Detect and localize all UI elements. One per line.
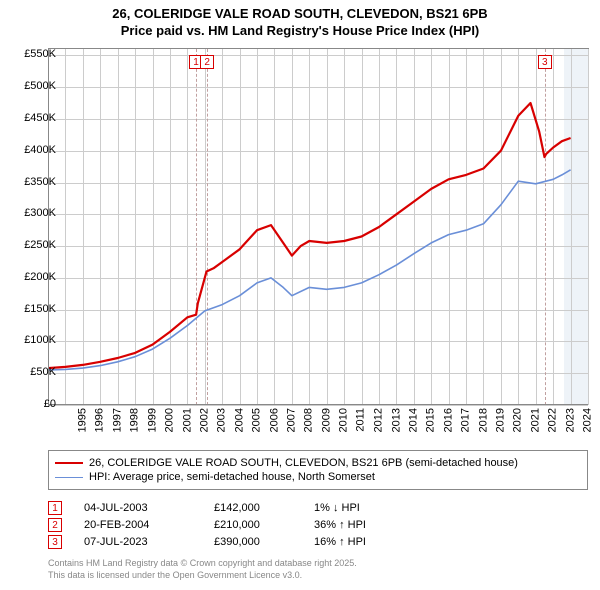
y-tick-label: £100K	[24, 334, 56, 346]
x-tick-label: 2003	[216, 408, 228, 432]
x-tick-label: 2007	[286, 408, 298, 432]
x-tick-label: 2000	[164, 408, 176, 432]
x-tick-label: 2013	[390, 408, 402, 432]
transaction-price: £210,000	[214, 519, 314, 531]
y-tick-label: £200K	[24, 271, 56, 283]
grid-h	[48, 405, 588, 406]
x-tick-label: 2001	[181, 408, 193, 432]
y-tick-label: £500K	[24, 80, 56, 92]
x-tick-label: 2019	[495, 408, 507, 432]
transaction-price: £390,000	[214, 536, 314, 548]
x-tick-label: 2023	[564, 408, 576, 432]
x-tick-label: 2022	[547, 408, 559, 432]
x-tick-label: 2014	[407, 408, 419, 432]
plot-inner: 123	[48, 49, 588, 405]
transaction-marker-cell: 1	[48, 501, 62, 515]
x-tick-label: 2002	[198, 408, 210, 432]
x-tick-label: 1997	[111, 408, 123, 432]
y-tick-label: £450K	[24, 112, 56, 124]
x-tick-label: 2006	[268, 408, 280, 432]
transaction-change: 1% ↓ HPI	[314, 502, 434, 514]
legend: 26, COLERIDGE VALE ROAD SOUTH, CLEVEDON,…	[48, 450, 588, 490]
transaction-marker-cell: 3	[48, 535, 62, 549]
title-line-2: Price paid vs. HM Land Registry's House …	[0, 23, 600, 40]
x-tick-label: 2004	[233, 408, 245, 432]
x-tick-label: 2005	[251, 408, 263, 432]
x-tick-label: 2015	[425, 408, 437, 432]
transaction-date: 20-FEB-2004	[84, 519, 214, 531]
x-tick-label: 2024	[582, 408, 594, 432]
x-tick-label: 2009	[320, 408, 332, 432]
grid-v	[588, 49, 589, 405]
y-tick-label: £250K	[24, 239, 56, 251]
x-tick-label: 2012	[373, 408, 385, 432]
x-tick-label: 2008	[303, 408, 315, 432]
legend-swatch	[55, 462, 83, 464]
y-tick-label: £300K	[24, 207, 56, 219]
x-tick-label: 1996	[94, 408, 106, 432]
x-tick-label: 2021	[529, 408, 541, 432]
x-tick-label: 1995	[76, 408, 88, 432]
x-tick-label: 2020	[512, 408, 524, 432]
y-tick-label: £150K	[24, 303, 56, 315]
transaction-change: 36% ↑ HPI	[314, 519, 434, 531]
x-tick-label: 1998	[129, 408, 141, 432]
x-tick-label: 2010	[338, 408, 350, 432]
legend-swatch	[55, 477, 83, 478]
transaction-row: 2 20-FEB-2004£210,00036% ↑ HPI	[48, 518, 434, 532]
x-tick-label: 2018	[477, 408, 489, 432]
footer-line-2: This data is licensed under the Open Gov…	[48, 570, 357, 582]
footer-line-1: Contains HM Land Registry data © Crown c…	[48, 558, 357, 570]
transaction-marker: 2	[200, 55, 214, 69]
x-tick-label: 2016	[442, 408, 454, 432]
legend-label: HPI: Average price, semi-detached house,…	[89, 471, 375, 483]
title-block: 26, COLERIDGE VALE ROAD SOUTH, CLEVEDON,…	[0, 0, 600, 40]
x-tick-label: 2011	[354, 408, 366, 432]
plot-svg	[48, 49, 588, 405]
transaction-price: £142,000	[214, 502, 314, 514]
transaction-date: 07-JUL-2023	[84, 536, 214, 548]
x-tick-label: 2017	[460, 408, 472, 432]
transaction-change: 16% ↑ HPI	[314, 536, 434, 548]
series-hpi	[48, 170, 571, 370]
transaction-date: 04-JUL-2003	[84, 502, 214, 514]
y-tick-label: £0	[44, 398, 56, 410]
y-tick-label: £400K	[24, 144, 56, 156]
chart-container: 26, COLERIDGE VALE ROAD SOUTH, CLEVEDON,…	[0, 0, 600, 590]
legend-item: HPI: Average price, semi-detached house,…	[55, 471, 581, 483]
transactions-table: 1 04-JUL-2003£142,0001% ↓ HPI 2 20-FEB-2004…	[48, 498, 434, 552]
y-tick-label: £350K	[24, 176, 56, 188]
series-price_paid	[48, 103, 571, 368]
y-tick-label: £50K	[30, 366, 56, 378]
transaction-marker-cell: 2	[48, 518, 62, 532]
transaction-row: 3 07-JUL-2023£390,00016% ↑ HPI	[48, 535, 434, 549]
transaction-marker: 3	[538, 55, 552, 69]
footer: Contains HM Land Registry data © Crown c…	[48, 558, 357, 581]
transaction-row: 1 04-JUL-2003£142,0001% ↓ HPI	[48, 501, 434, 515]
legend-item: 26, COLERIDGE VALE ROAD SOUTH, CLEVEDON,…	[55, 457, 581, 469]
y-tick-label: £550K	[24, 48, 56, 60]
legend-label: 26, COLERIDGE VALE ROAD SOUTH, CLEVEDON,…	[89, 457, 518, 469]
x-tick-label: 1999	[146, 408, 158, 432]
title-line-1: 26, COLERIDGE VALE ROAD SOUTH, CLEVEDON,…	[0, 6, 600, 23]
plot-area: 123	[48, 48, 589, 405]
